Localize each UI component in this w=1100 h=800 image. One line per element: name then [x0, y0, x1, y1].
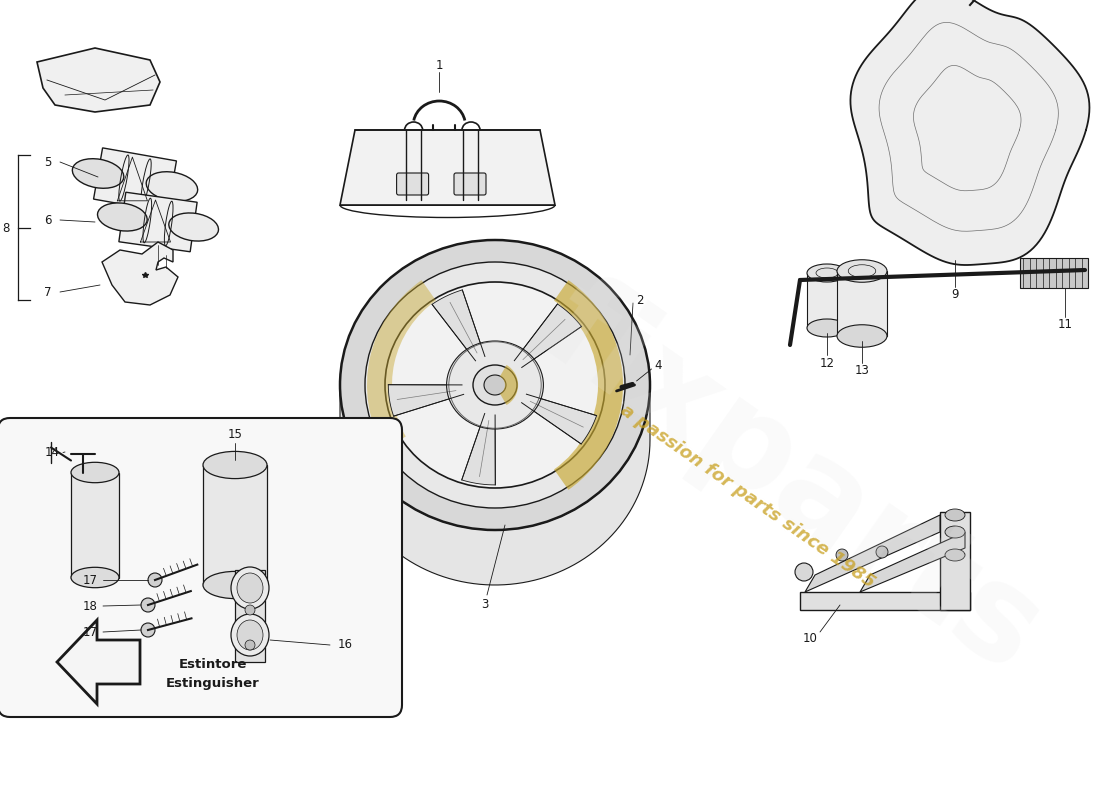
- Polygon shape: [94, 148, 176, 212]
- Ellipse shape: [837, 260, 887, 282]
- Ellipse shape: [945, 549, 965, 561]
- Ellipse shape: [204, 451, 267, 478]
- Bar: [837, 271, 887, 336]
- Ellipse shape: [484, 375, 506, 395]
- Text: 8: 8: [2, 222, 10, 234]
- Circle shape: [876, 546, 888, 558]
- Text: 13: 13: [855, 365, 869, 378]
- Bar: [807, 273, 847, 328]
- Text: 17: 17: [82, 626, 98, 638]
- Bar: [800, 592, 970, 610]
- Polygon shape: [524, 394, 596, 444]
- Ellipse shape: [231, 567, 270, 609]
- Text: 4: 4: [654, 359, 662, 373]
- Ellipse shape: [231, 614, 270, 656]
- Text: Estinguisher: Estinguisher: [166, 678, 260, 690]
- Polygon shape: [340, 130, 556, 205]
- Ellipse shape: [168, 213, 219, 241]
- Ellipse shape: [807, 264, 847, 282]
- Wedge shape: [554, 280, 623, 490]
- Ellipse shape: [365, 262, 625, 508]
- Polygon shape: [102, 242, 178, 305]
- Ellipse shape: [98, 203, 147, 231]
- Polygon shape: [119, 192, 197, 252]
- Ellipse shape: [807, 319, 847, 337]
- Text: 7: 7: [44, 286, 52, 298]
- Text: 9: 9: [952, 289, 959, 302]
- Polygon shape: [805, 515, 940, 592]
- Circle shape: [795, 563, 813, 581]
- Text: 1: 1: [436, 58, 443, 71]
- Ellipse shape: [385, 282, 605, 488]
- Bar: [1020, 258, 1088, 288]
- Circle shape: [141, 623, 155, 637]
- Text: 15: 15: [228, 429, 242, 442]
- FancyBboxPatch shape: [454, 173, 486, 195]
- Text: 5: 5: [44, 155, 52, 169]
- Ellipse shape: [146, 172, 198, 202]
- Circle shape: [245, 640, 255, 650]
- Bar: [204, 465, 267, 585]
- Ellipse shape: [473, 365, 517, 405]
- Circle shape: [141, 598, 155, 612]
- Text: Estintore: Estintore: [179, 658, 248, 671]
- Polygon shape: [432, 290, 484, 359]
- Ellipse shape: [945, 526, 965, 538]
- Bar: [72, 473, 119, 578]
- Text: fixparts: fixparts: [519, 262, 1065, 698]
- Ellipse shape: [236, 573, 263, 603]
- FancyBboxPatch shape: [0, 418, 402, 717]
- Ellipse shape: [236, 620, 263, 650]
- Text: 16: 16: [338, 638, 352, 651]
- Text: 6: 6: [44, 214, 52, 226]
- Polygon shape: [462, 415, 495, 485]
- Polygon shape: [57, 620, 140, 704]
- Ellipse shape: [204, 571, 267, 598]
- Bar: [940, 512, 970, 610]
- Text: 11: 11: [1057, 318, 1072, 331]
- Circle shape: [245, 605, 255, 615]
- Ellipse shape: [72, 462, 119, 482]
- Wedge shape: [499, 365, 518, 405]
- FancyBboxPatch shape: [397, 173, 429, 195]
- Circle shape: [836, 549, 848, 561]
- Polygon shape: [860, 532, 965, 592]
- Text: 18: 18: [82, 599, 98, 613]
- Polygon shape: [850, 0, 1089, 265]
- Ellipse shape: [945, 509, 965, 521]
- Text: 3: 3: [482, 598, 488, 611]
- Text: 2: 2: [636, 294, 644, 306]
- Circle shape: [148, 573, 162, 587]
- Text: 14: 14: [44, 446, 59, 458]
- Text: 10: 10: [803, 631, 817, 645]
- Ellipse shape: [72, 567, 119, 588]
- Polygon shape: [340, 385, 650, 585]
- Text: 17: 17: [82, 574, 98, 586]
- Ellipse shape: [73, 158, 124, 188]
- Ellipse shape: [340, 240, 650, 530]
- Polygon shape: [235, 570, 265, 662]
- Polygon shape: [388, 385, 462, 416]
- Text: 12: 12: [820, 357, 835, 370]
- Polygon shape: [516, 304, 582, 366]
- Ellipse shape: [447, 341, 543, 429]
- Ellipse shape: [837, 325, 887, 347]
- Polygon shape: [37, 48, 160, 112]
- Wedge shape: [367, 280, 436, 449]
- Text: a passion for parts since 1985: a passion for parts since 1985: [617, 401, 879, 591]
